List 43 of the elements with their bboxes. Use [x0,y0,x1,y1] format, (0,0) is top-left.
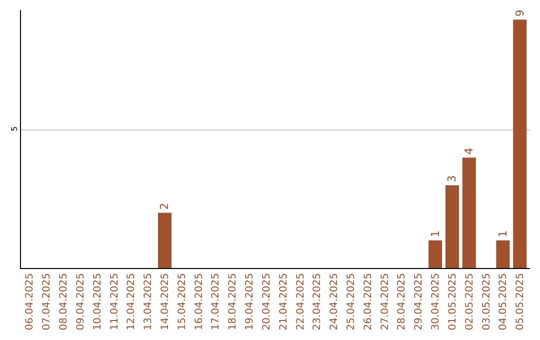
x-tick-label: 01.05.2025 [447,273,458,330]
bar [158,212,172,268]
x-tick-label: 18.04.2025 [228,273,239,330]
x-tick-label: 15.04.2025 [176,273,188,330]
x-tick-label: 29.04.2025 [414,273,425,330]
x-tick-label: 28.04.2025 [396,273,408,330]
x-tick-label: 13.04.2025 [143,273,154,330]
x-tick-label: 08.04.2025 [58,273,70,330]
x-tick-label: 17.04.2025 [210,273,222,330]
x-tick-label: 30.04.2025 [430,273,442,330]
x-tick-label: 24.04.2025 [329,273,340,330]
bar [445,185,459,268]
data-label: 4 [462,148,476,155]
x-tick-label: 04.05.2025 [498,273,510,330]
data-label: 3 [446,175,459,182]
x-tick-label: 03.05.2025 [481,273,492,330]
x-tick-label: 14.04.2025 [160,273,171,330]
bar [428,240,442,268]
x-tick-label: 10.04.2025 [92,273,104,330]
x-tick-label: 07.04.2025 [42,273,53,330]
x-tick-label: 22.04.2025 [295,273,306,330]
x-tick-label: 16.04.2025 [194,273,205,330]
x-tick-label: 05.05.2025 [515,273,526,330]
x-tick-label: 12.04.2025 [126,273,138,330]
data-label: 1 [496,230,510,238]
x-tick-label: 02.05.2025 [464,273,476,330]
data-label: 9 [513,10,526,17]
x-tick-label: 27.04.2025 [380,273,391,330]
x-tick-label: 19.04.2025 [244,273,256,330]
bar [462,158,476,268]
x-tick-label: 09.04.2025 [75,273,86,330]
x-tick-label: 26.04.2025 [362,273,374,330]
x-tick-label: 23.04.2025 [312,273,324,330]
x-tick-label: 20.04.2025 [261,273,272,330]
x-tick-label: 21.04.2025 [278,273,290,330]
x-tick-label: 11.04.2025 [109,273,120,330]
y-tick-label: 5 [10,126,19,132]
data-label: 1 [428,230,442,238]
x-tick-label: 25.04.2025 [346,273,357,330]
bar [513,20,527,268]
x-tick-label: 06.04.2025 [24,273,36,330]
data-label: 2 [158,202,172,210]
bar [496,240,510,268]
